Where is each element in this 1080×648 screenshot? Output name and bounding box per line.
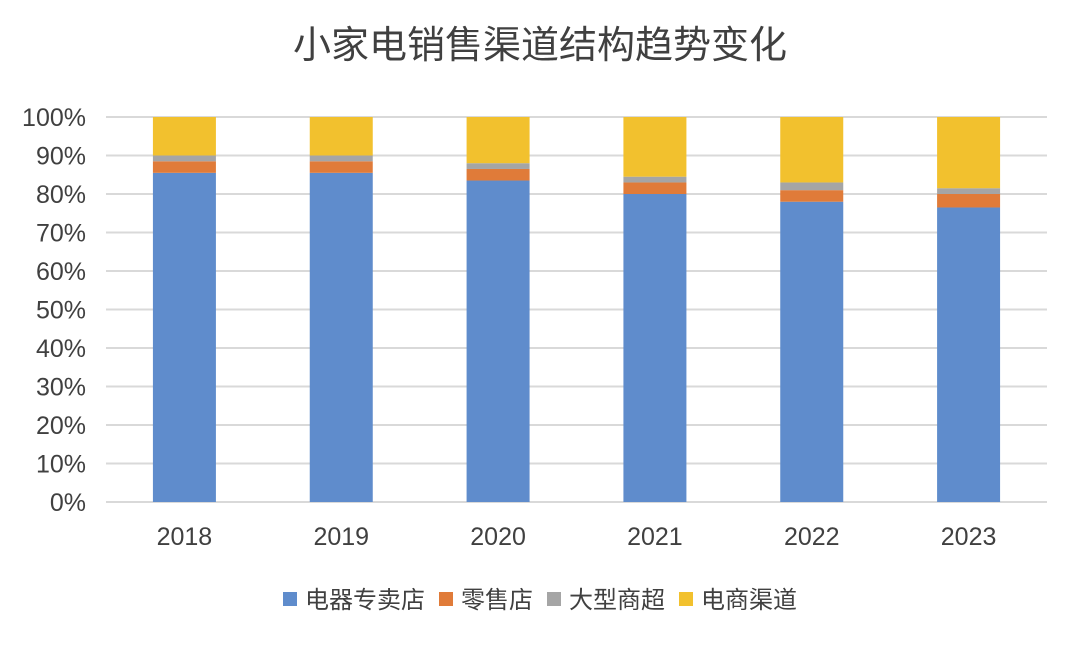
y-tick-label: 90% (36, 143, 86, 171)
legend-swatch (439, 592, 453, 606)
y-tick-label: 20% (36, 412, 86, 440)
bar-segment (780, 190, 844, 202)
legend-swatch (547, 592, 561, 606)
bar-segment (623, 117, 687, 177)
bars (152, 117, 1001, 502)
x-tick-label: 2022 (784, 523, 840, 551)
x-tick-label: 2023 (941, 523, 997, 551)
bar-segment (780, 201, 844, 502)
legend-label: 零售店 (461, 586, 533, 614)
bar-segment (937, 117, 1001, 189)
chart-title: 小家电销售渠道结构趋势变化 (293, 23, 787, 67)
y-tick-label: 70% (36, 220, 86, 248)
legend-swatch (679, 592, 693, 606)
bar-segment (309, 172, 373, 502)
legend-item: 电商渠道 (679, 586, 797, 614)
bar-segment (780, 182, 844, 191)
bar-segment (466, 163, 530, 169)
gridlines (106, 116, 1047, 503)
y-tick-label: 80% (36, 181, 86, 209)
x-tick-label: 2019 (313, 523, 369, 551)
bar-segment (309, 161, 373, 173)
y-tick-label: 10% (36, 451, 86, 479)
y-tick-label: 50% (36, 297, 86, 325)
legend-label: 电商渠道 (701, 586, 797, 614)
bar-segment (309, 155, 373, 162)
legend-label: 电器专卖店 (305, 586, 425, 614)
legend: 电器专卖店 零售店 大型商超 电商渠道 (283, 586, 797, 614)
bar-segment (309, 117, 373, 156)
bar-segment (937, 194, 1001, 208)
bar-segment (152, 117, 216, 156)
bar-segment (780, 117, 844, 183)
y-tick-label: 60% (36, 258, 86, 286)
legend-item: 大型商超 (547, 586, 665, 614)
x-tick-label: 2020 (470, 523, 526, 551)
bar-segment (152, 172, 216, 502)
x-axis-tick-labels: 2018 2019 2020 2021 2022 2023 (157, 523, 997, 551)
bar-segment (466, 168, 530, 181)
y-tick-label: 100% (22, 104, 86, 132)
bar-segment (152, 161, 216, 173)
bar-segment (466, 117, 530, 164)
bar-segment (152, 155, 216, 162)
bar-segment (623, 194, 687, 502)
bar-segment (623, 176, 687, 183)
bar-segment (466, 180, 530, 502)
y-axis-tick-labels: 0% 10% 20% 30% 40% 50% 60% 70% 80% 90% 100% (22, 104, 86, 517)
legend-item: 电器专卖店 (283, 586, 425, 614)
y-tick-label: 30% (36, 374, 86, 402)
x-tick-label: 2018 (157, 523, 213, 551)
y-tick-label: 40% (36, 335, 86, 363)
bar-segment (937, 207, 1001, 502)
y-tick-label: 0% (50, 489, 86, 517)
x-tick-label: 2021 (627, 523, 683, 551)
bar-segment (937, 188, 1001, 194)
legend-item: 零售店 (439, 586, 533, 614)
legend-label: 大型商超 (569, 586, 665, 614)
legend-swatch (283, 592, 297, 606)
bar-segment (623, 182, 687, 194)
